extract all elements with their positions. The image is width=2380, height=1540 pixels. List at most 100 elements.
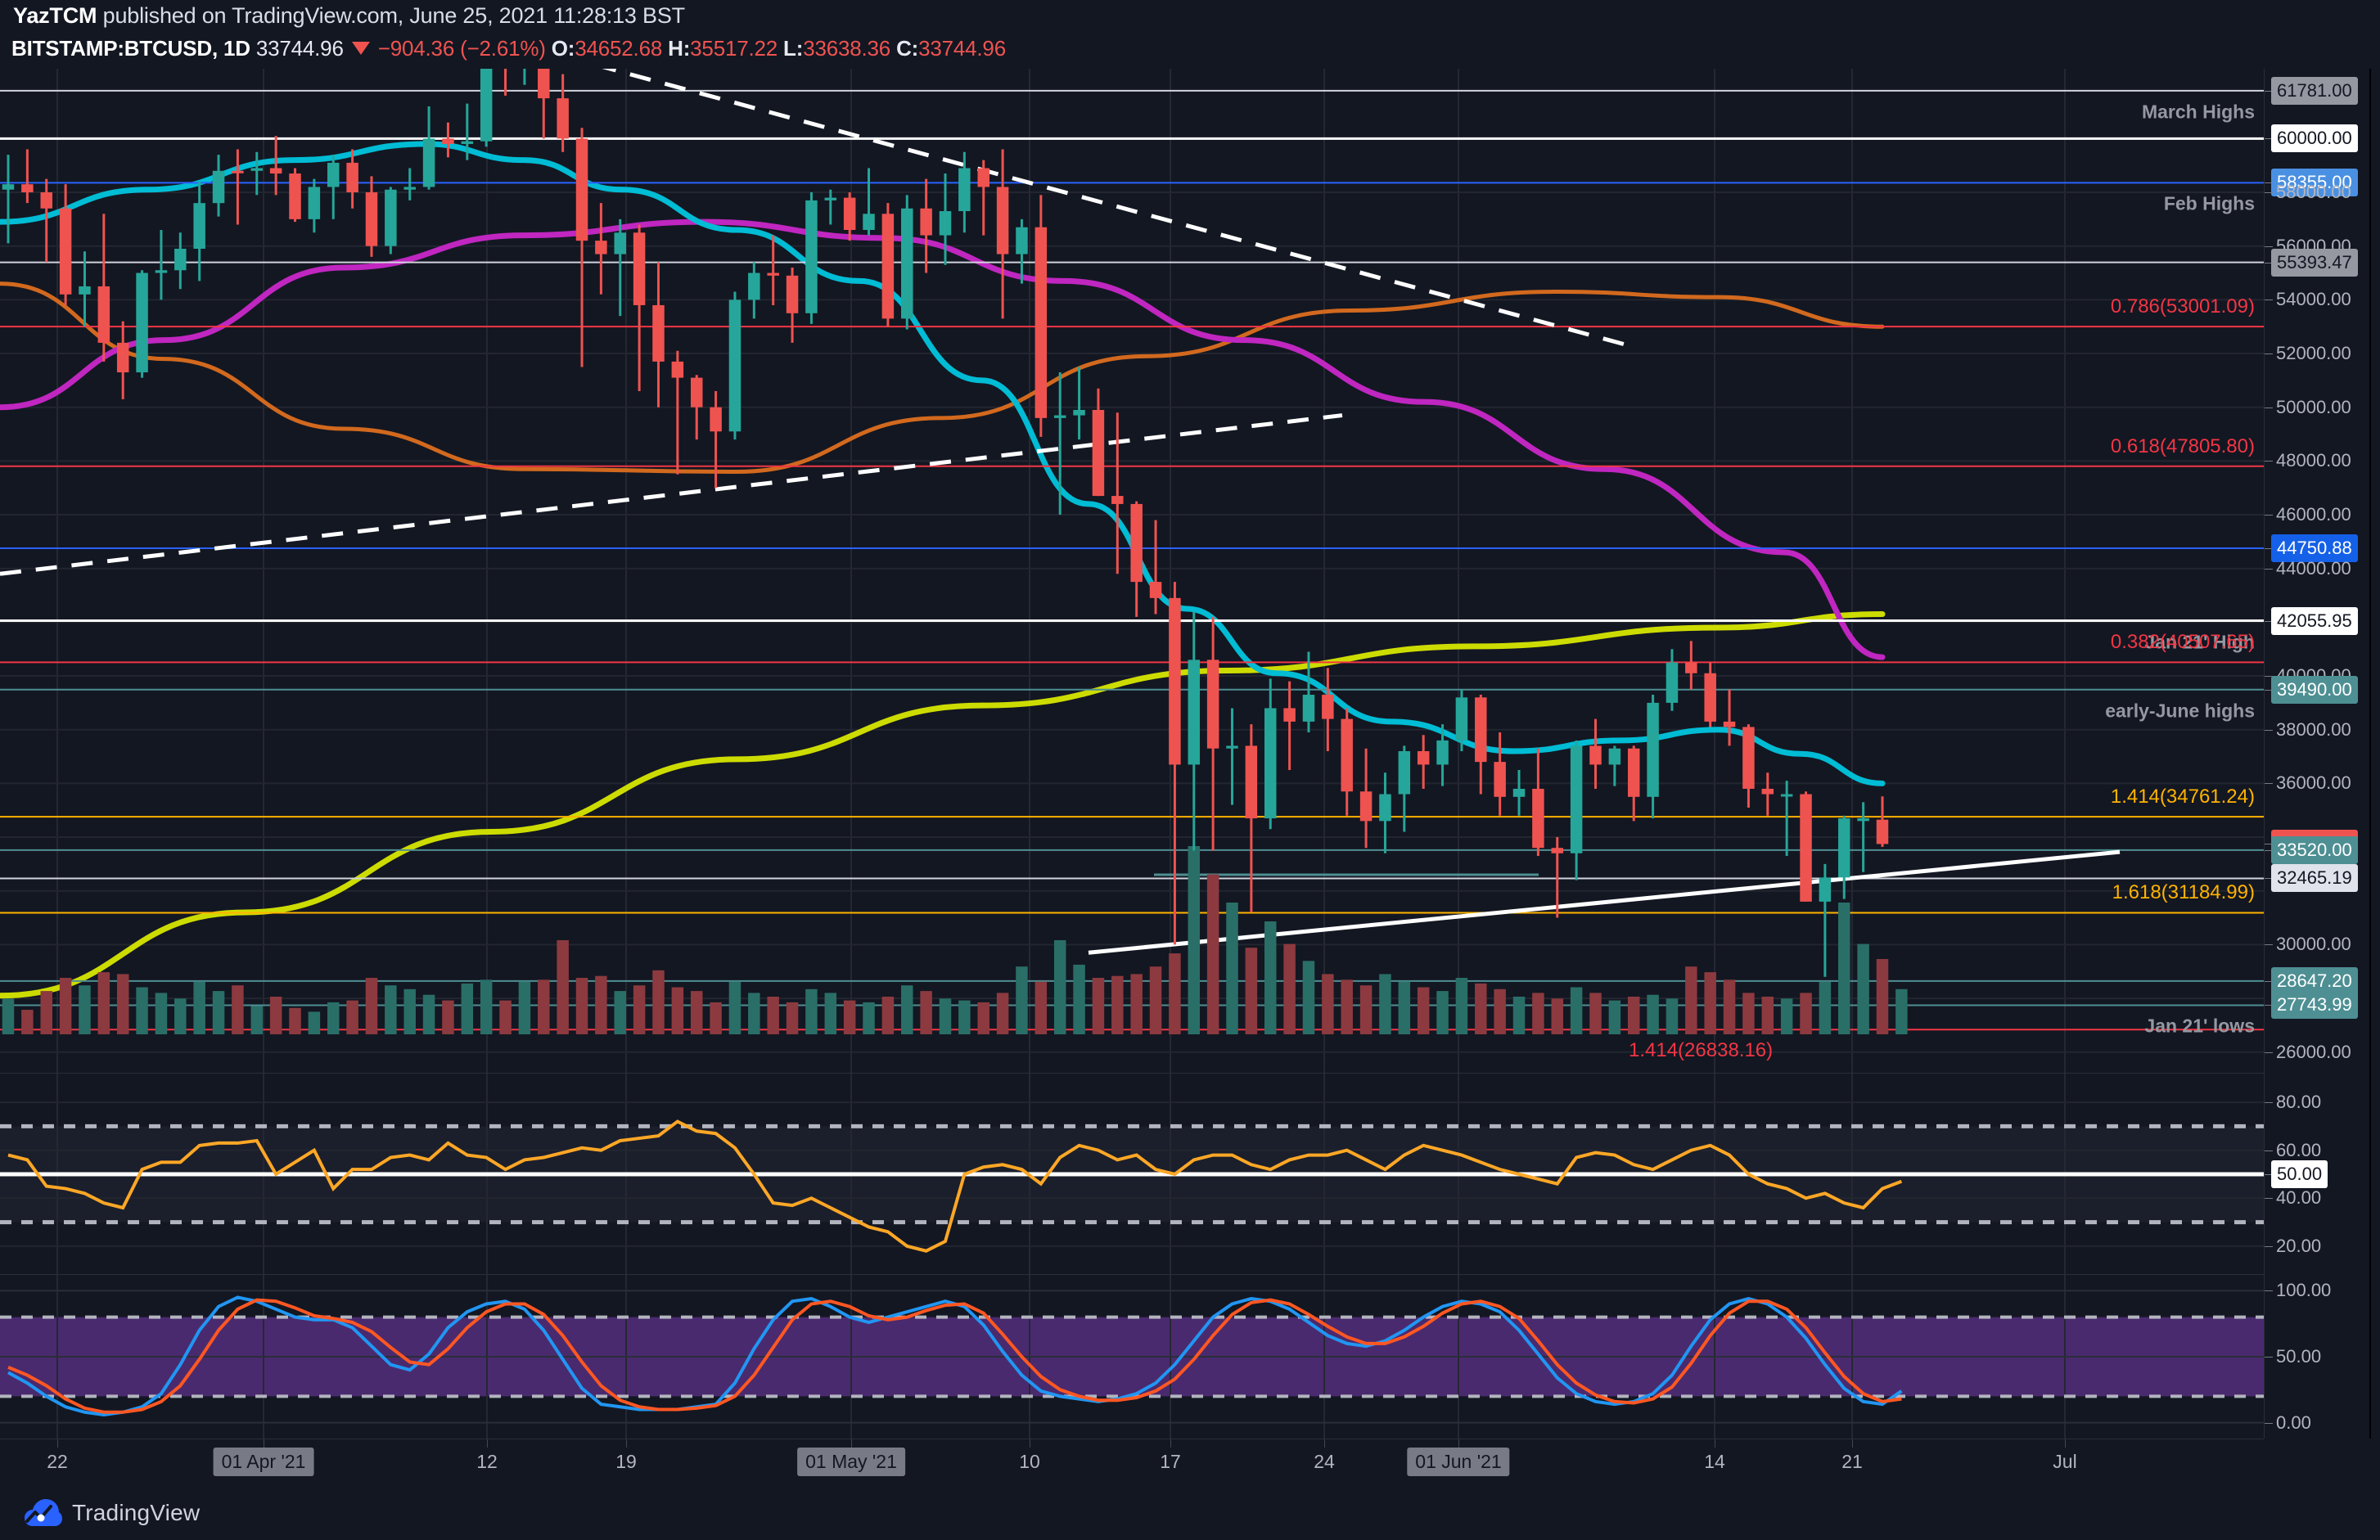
candle-body <box>327 162 340 187</box>
rsi-line <box>7 1119 1903 1253</box>
feb-highs-label: Feb Highs <box>2163 192 2255 214</box>
volume-bar <box>1053 940 1066 1034</box>
volume-bar <box>1302 961 1315 1034</box>
candle-body <box>1475 697 1487 763</box>
volume-bar <box>1742 993 1755 1034</box>
candle-body <box>1512 788 1526 797</box>
candle-body <box>748 272 760 300</box>
candle-body <box>1111 496 1124 504</box>
volume-bar <box>1073 964 1085 1034</box>
rsi-chart-canvas <box>0 1074 2264 1275</box>
low-label: L: <box>783 36 804 61</box>
candle-body <box>1608 748 1621 765</box>
volume-bar <box>1608 1000 1621 1034</box>
price-axis-label: 32465.19 <box>2271 864 2358 893</box>
volume-bar <box>748 993 760 1034</box>
candle-body <box>403 187 416 190</box>
candle-body <box>385 189 397 246</box>
price-axis-tick <box>2265 192 2273 194</box>
candle-body <box>269 168 282 174</box>
candle-body <box>1149 582 1162 598</box>
volume-bar <box>518 981 531 1034</box>
descending-dashed-trendline <box>602 69 1629 348</box>
candle-body <box>595 241 607 254</box>
volume-bar <box>1570 987 1583 1034</box>
symbol-label[interactable]: BITSTAMP:BTCUSD, 1D <box>11 36 250 61</box>
candle-body <box>881 214 895 319</box>
candle-body <box>1034 227 1048 418</box>
change-percent: (−2.61%) <box>460 36 546 61</box>
volume-bar <box>1627 997 1640 1034</box>
pane-separator <box>0 1073 2264 1074</box>
volume-bar <box>1149 966 1162 1034</box>
candle-body <box>901 208 913 319</box>
price-pane[interactable]: March Highs Feb Highs Jan 21' High early-Ju… <box>0 69 2264 1074</box>
time-axis-label: 19 <box>615 1451 637 1472</box>
time-axis-label: 01 May '21 <box>797 1448 905 1476</box>
volume-bar <box>1512 997 1526 1034</box>
candle-body <box>155 270 168 273</box>
tradingview-logo[interactable]: TradingView <box>25 1499 200 1527</box>
last-price: 33744.96 <box>255 36 344 61</box>
price-axis-tick <box>2265 461 2273 462</box>
volume-bar <box>1819 981 1832 1034</box>
sub-axis-label: 50.00 <box>2271 1160 2328 1188</box>
candle-body <box>1761 788 1774 795</box>
volume-bar <box>1092 978 1105 1034</box>
volume-bar <box>1169 953 1181 1034</box>
candle-body <box>538 69 550 99</box>
volume-bar <box>1206 874 1219 1034</box>
volume-bar <box>1341 979 1353 1034</box>
sub-axis-label: 50.00 <box>2276 1346 2322 1367</box>
stoch-d-line <box>7 1298 1902 1414</box>
time-axis-tick <box>487 1439 488 1448</box>
change-absolute: −904.36 <box>377 36 455 61</box>
volume-bar <box>1379 974 1391 1034</box>
volume-bar <box>40 991 52 1034</box>
price-axis[interactable]: USD 61781.0060000.0058355.0058000.005600… <box>2264 69 2380 1439</box>
publisher-line: YazTCM published on TradingView.com, Jun… <box>13 3 685 29</box>
volume-bar <box>1532 993 1544 1034</box>
candle-body <box>633 232 646 305</box>
candle-body <box>79 286 91 295</box>
volume-bar <box>1838 903 1850 1034</box>
candle-body <box>1016 227 1028 254</box>
candle-body <box>1436 740 1449 765</box>
volume-bar <box>79 985 91 1034</box>
candle-body <box>1800 794 1812 902</box>
time-axis[interactable]: 22 01 Apr '21 12 19 01 May '21 10 17 24 01 Jun '… <box>0 1439 2264 1488</box>
candle-body <box>1341 718 1353 792</box>
price-axis-tick <box>2265 729 2273 731</box>
volume-bar <box>1436 991 1449 1034</box>
candle-body <box>1092 409 1105 497</box>
volume-bar <box>1417 987 1430 1034</box>
volume-bar <box>442 1000 454 1034</box>
price-axis-label: 55393.47 <box>2271 248 2358 277</box>
price-axis-label: 38000.00 <box>2276 718 2351 740</box>
price-axis-label: 58000.00 <box>2276 182 2351 203</box>
sub-axis-label: 0.00 <box>2276 1412 2311 1433</box>
price-axis-label: 58355.00 <box>2271 169 2358 197</box>
candle-body <box>958 168 971 212</box>
time-axis-tick <box>1170 1439 1171 1448</box>
price-axis-label: 30000.00 <box>2276 934 2351 955</box>
price-axis-tick <box>2265 548 2273 550</box>
stochastic-pane[interactable] <box>0 1275 2264 1439</box>
rsi-pane[interactable] <box>0 1074 2264 1275</box>
volume-bar <box>901 985 913 1034</box>
volume-bar <box>499 1000 512 1034</box>
candle-body <box>461 141 474 144</box>
volume-bar <box>269 997 282 1034</box>
candle-body <box>824 197 837 200</box>
volume-bar <box>1245 948 1258 1034</box>
ma-yellow <box>0 611 1886 999</box>
volume-bar <box>1761 997 1774 1034</box>
volume-bar <box>710 1002 722 1034</box>
volume-bar <box>2 998 15 1034</box>
candle-body <box>1322 695 1334 719</box>
candle-body <box>1169 597 1181 765</box>
volume-bar <box>614 991 626 1034</box>
close-label: C: <box>896 36 919 61</box>
time-axis-label: 14 <box>1704 1451 1725 1472</box>
candle-body <box>1704 673 1716 722</box>
